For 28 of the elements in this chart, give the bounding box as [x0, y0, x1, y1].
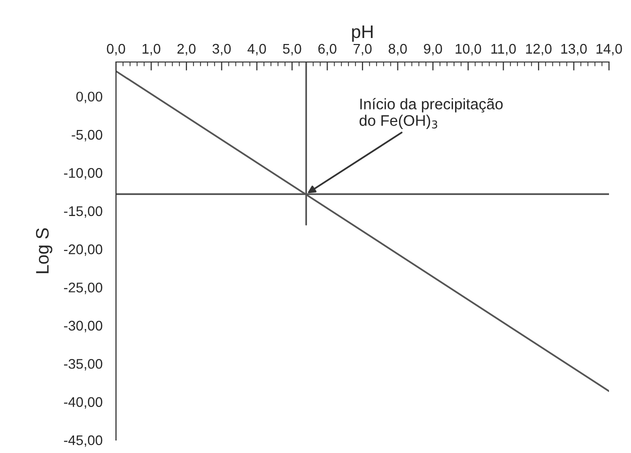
- x-tick-label: 11,0: [491, 44, 516, 56]
- x-tick-label: 0,0: [106, 44, 126, 56]
- x-tick-label: 5,0: [282, 44, 302, 56]
- y-tick-label: -30,00: [64, 320, 102, 332]
- x-tick-label: 6,0: [318, 44, 336, 56]
- x-tick-label: 2,0: [177, 44, 196, 56]
- x-tick-label: 4,0: [248, 44, 266, 56]
- x-tick-label: 1,0: [142, 44, 160, 56]
- annotation: Início da precipitação do Fe(OH)$_{3}$: [360, 98, 503, 129]
- x-tick-label: 13,0: [561, 44, 587, 56]
- y-tick-label: 0,00: [76, 92, 102, 104]
- x-tick-label: 9,0: [424, 44, 442, 56]
- y-tick-label: -10,00: [64, 168, 102, 180]
- y-tick-label: -25,00: [64, 282, 102, 294]
- x-axis-title: pH: [352, 26, 373, 42]
- y-axis-title: Log S: [36, 228, 52, 274]
- x-tick-label: 14,0: [596, 44, 622, 56]
- x-tick-label: 8,0: [388, 44, 407, 56]
- x-tick-label: 3,0: [212, 44, 231, 56]
- x-tick-label: 10,0: [456, 44, 482, 56]
- x-tick-label: 12,0: [526, 44, 552, 56]
- y-tick-label: -35,00: [64, 358, 102, 370]
- y-tick-label: -5,00: [72, 130, 102, 142]
- y-tick-label: -20,00: [64, 244, 102, 256]
- y-tick-label: -15,00: [64, 206, 102, 218]
- y-tick-label: -45,00: [64, 435, 102, 447]
- x-tick-label: 7,0: [354, 44, 372, 56]
- y-tick-label: -40,00: [64, 397, 102, 409]
